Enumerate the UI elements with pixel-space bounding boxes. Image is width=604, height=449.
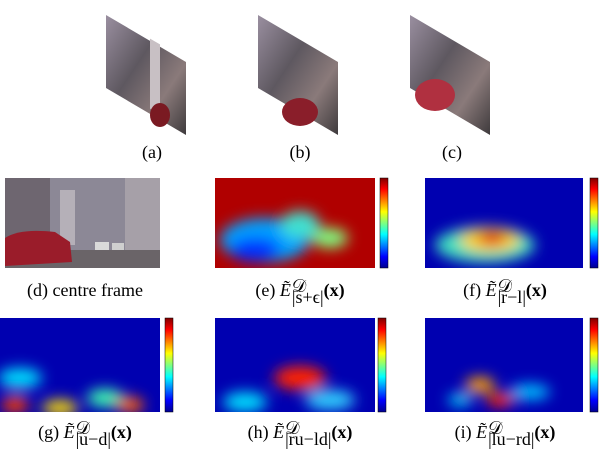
caption: (i) Ẽ 𝒟 |lu−rd| (x) — [454, 417, 556, 449]
sym: Ẽ — [63, 422, 75, 442]
label: (c) — [442, 142, 462, 162]
scripts: 𝒟 |ru−ld| — [285, 417, 332, 449]
colorbar — [379, 177, 389, 269]
colorbar — [589, 177, 599, 269]
heat-map — [215, 317, 387, 413]
frame-b — [258, 15, 338, 135]
sup-text: 𝒟 — [497, 275, 512, 296]
sym: Ẽ — [273, 422, 285, 442]
sup-text: 𝒟 — [75, 417, 90, 438]
sup-text: 𝒟 — [488, 417, 503, 438]
heat-map — [425, 317, 599, 413]
label: (b) — [289, 142, 311, 162]
scripts: 𝒟 |r−l| — [497, 275, 526, 307]
scripts: 𝒟 |u−d| — [75, 417, 111, 449]
frame-a — [106, 15, 186, 135]
frame-c — [410, 15, 490, 135]
caption-text: centre frame — [52, 280, 143, 300]
caption: (d) centre frame — [27, 280, 143, 301]
sub-text: |u−d| — [75, 428, 111, 449]
label: (a) — [142, 142, 162, 162]
sub-text: |r−l| — [497, 286, 526, 307]
caption: (h) Ẽ 𝒟 |ru−ld| (x) — [247, 417, 353, 449]
label: (h) — [247, 422, 269, 442]
caption: (f) Ẽ 𝒟 |r−l| (x) — [463, 275, 547, 307]
caption: (a) — [142, 142, 162, 163]
bx: (x) — [534, 422, 556, 442]
heat-map — [215, 177, 389, 269]
label: (f) — [463, 280, 482, 300]
caption: (g) Ẽ 𝒟 |u−d| (x) — [38, 417, 132, 449]
scripts: 𝒟 |lu−rd| — [488, 417, 535, 449]
sub-text: |ru−ld| — [285, 428, 332, 449]
frame-d — [5, 178, 160, 268]
colorbar — [589, 317, 599, 413]
label: (d) — [27, 280, 49, 300]
bx: (x) — [110, 422, 132, 442]
sym: Ẽ — [279, 280, 291, 300]
scripts: 𝒟 |s+ϵ| — [291, 275, 324, 307]
caption: (e) Ẽ 𝒟 |s+ϵ| (x) — [255, 275, 345, 307]
sym: Ẽ — [485, 280, 497, 300]
bx: (x) — [525, 280, 547, 300]
heat-map — [425, 177, 599, 269]
sub-text: |lu−rd| — [488, 428, 535, 449]
sub-text: |s+ϵ| — [291, 286, 324, 307]
caption: (c) — [442, 142, 462, 163]
label: (g) — [38, 422, 60, 442]
bx: (x) — [323, 280, 345, 300]
colorbar — [377, 317, 387, 413]
sup-text: 𝒟 — [291, 275, 307, 296]
sym: Ẽ — [476, 422, 488, 442]
label: (e) — [255, 280, 276, 300]
sup-text: 𝒟 — [285, 417, 300, 438]
colorbar — [164, 317, 174, 413]
heat-map — [0, 317, 174, 413]
label: (i) — [454, 422, 472, 442]
caption: (b) — [290, 142, 311, 163]
bx: (x) — [331, 422, 353, 442]
